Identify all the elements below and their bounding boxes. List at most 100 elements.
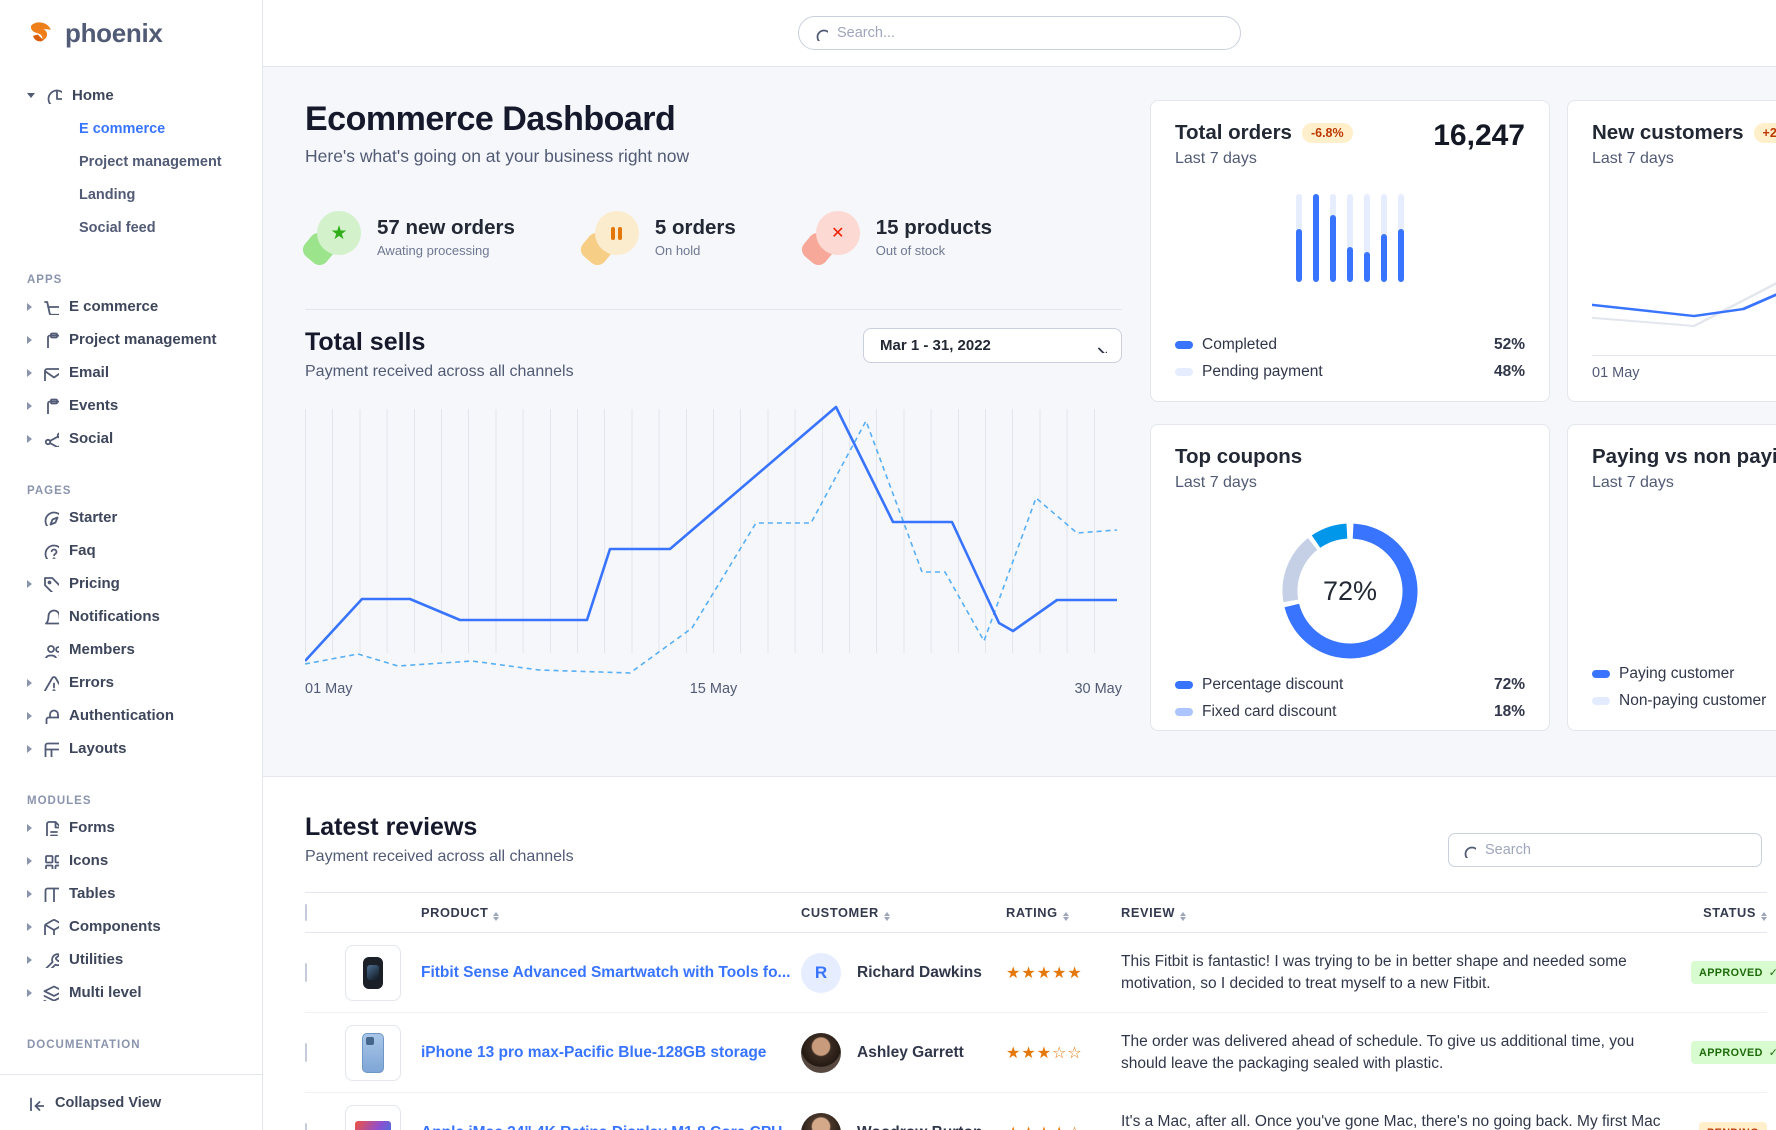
new-customers-card: New customers +26.5% Last 7 days 01 May [1567,100,1776,402]
sidebar-item-label: Starter [69,509,118,526]
sidebar-item-forms[interactable]: Forms [0,811,262,844]
sidebar-item-starter[interactable]: Starter [0,501,262,534]
stat-value: 5 orders [654,216,736,239]
total-sells-chart [305,403,1122,675]
product-image-smartwatch[interactable] [345,944,401,1001]
sort-icon[interactable] [1180,911,1187,921]
sidebar-item-ecommerce-page[interactable]: E commerce [79,120,166,137]
sort-icon[interactable] [1761,911,1767,921]
coupons-legend: Percentage discount 72% Fixed card disco… [1175,676,1525,730]
column-header-rating[interactable]: RATING [1006,904,1058,920]
sidebar-section-modules: MODULES [27,795,92,807]
sidebar-item-notifications[interactable]: Notifications [0,600,262,633]
global-search[interactable] [798,16,1241,50]
dashed-series-line [305,419,1118,674]
customer-name[interactable]: Richard Dawkins [857,963,982,981]
bar [1364,252,1370,282]
sidebar-item-pricing[interactable]: Pricing [0,567,262,600]
status-label: APPROVED [1699,966,1763,979]
legend-label: Pending payment [1202,363,1323,380]
sidebar-item-social-feed-page[interactable]: Social feed [79,219,156,236]
legend-value: 48% [1493,363,1525,380]
reviews-search[interactable] [1448,833,1762,867]
sidebar-item-members[interactable]: Members [0,633,262,666]
layout-icon [44,742,59,757]
card-period: Last 7 days [1592,150,1674,167]
envelope-icon [44,368,59,381]
product-image-imac[interactable] [345,1104,401,1130]
search-input[interactable] [837,25,1226,41]
stat-value: 57 new orders [377,216,515,239]
check-icon: ✓ [1768,1047,1776,1059]
row-checkbox[interactable] [305,1042,307,1062]
sidebar-item-icons[interactable]: Icons [0,844,262,877]
row-checkbox[interactable] [305,962,307,982]
product-link[interactable]: iPhone 13 pro max-Pacific Blue-128GB sto… [421,1043,767,1061]
sidebar-item-social[interactable]: Social [0,422,262,455]
date-range-select[interactable]: Mar 1 - 31, 2022 [863,328,1122,363]
sidebar-item-landing-page[interactable]: Landing [79,186,136,203]
sidebar-item-multi-level[interactable]: Multi level [0,976,262,1009]
sidebar-item-utilities[interactable]: Utilities [0,943,262,976]
stat-out-of-stock: ✕ 15 products Out of stock [798,211,992,269]
search-icon [816,29,828,41]
product-image-iphone[interactable] [345,1024,401,1081]
column-header-customer[interactable]: CUSTOMER [801,904,879,920]
reviews-search-input[interactable] [1485,842,1749,858]
sidebar-item-project-management-page[interactable]: Project management [79,153,222,170]
legend-label: Non-paying customer [1619,692,1767,709]
row-checkbox[interactable] [305,1122,307,1130]
sidebar-item-components[interactable]: Components [0,910,262,943]
sort-icon[interactable] [1062,911,1069,921]
customer-name[interactable]: Woodrow Burton [857,1124,982,1130]
cart-icon [44,301,59,315]
sidebar-item-layouts[interactable]: Layouts [0,732,262,765]
table-row: Fitbit Sense Advanced Smartwatch with To… [305,932,1776,1013]
stat-caption: On hold [654,243,701,258]
check-icon: ✓ [1768,967,1776,979]
logo[interactable]: phoenix [0,0,262,67]
total-sells-subtitle: Payment received across all channels [305,363,574,380]
column-header-review[interactable]: REVIEW [1121,904,1176,920]
pause-icon [577,211,639,269]
column-header-product[interactable]: PRODUCT [421,904,489,920]
column-header-status[interactable]: STATUS [1703,904,1756,920]
customer-name[interactable]: Ashley Garrett [857,1043,964,1061]
sidebar-item-home[interactable]: Home [0,79,262,112]
rating-stars: ★★★★★ [1006,964,1083,982]
lock-icon [45,709,59,724]
sidebar-item-label: Members [69,641,135,658]
avatar[interactable]: R [801,952,841,993]
avatar[interactable] [801,1112,841,1130]
sidebar-item-project-management[interactable]: Project management [0,323,262,356]
legend-label: Completed [1202,336,1277,353]
caret-right-icon [27,678,32,687]
box-icon [44,918,59,935]
sidebar-item-label: Errors [69,674,115,691]
sidebar-item-ecommerce[interactable]: E commerce [0,290,262,323]
sidebar-item-tables[interactable]: Tables [0,877,262,910]
sidebar-item-label: Events [69,397,119,414]
sidebar-item-authentication[interactable]: Authentication [0,699,262,732]
reviews-title: Latest reviews [305,813,478,841]
sidebar-item-label: Project management [69,331,217,348]
bar [1313,194,1319,282]
product-link[interactable]: Apple iMac 24" 4K Retina Display M1 8 Co… [421,1124,795,1130]
select-all-checkbox[interactable] [305,904,307,921]
sidebar-item-email[interactable]: Email [0,356,262,389]
sidebar-item-errors[interactable]: Errors [0,666,262,699]
paying-vs-nonpaying-card: Paying vs non paying Last 7 days Paying … [1567,424,1776,731]
avatar[interactable] [801,1032,841,1073]
paying-legend: Paying customer Non-paying customer [1592,665,1776,710]
sort-icon[interactable] [883,911,890,921]
product-link[interactable]: Fitbit Sense Advanced Smartwatch with To… [421,963,791,981]
x-tick-label: 01 May [1592,365,1640,381]
sidebar-item-events[interactable]: Events [0,389,262,422]
sidebar-item-faq[interactable]: Faq [0,534,262,567]
legend-label: Percentage discount [1202,676,1344,693]
collapsed-view-toggle[interactable]: Collapsed View [0,1074,262,1130]
x-tick-label: 01 May [305,681,353,697]
review-text: It's a Mac, after all. Once you've gone … [1121,1112,1661,1130]
sort-icon[interactable] [493,911,500,921]
